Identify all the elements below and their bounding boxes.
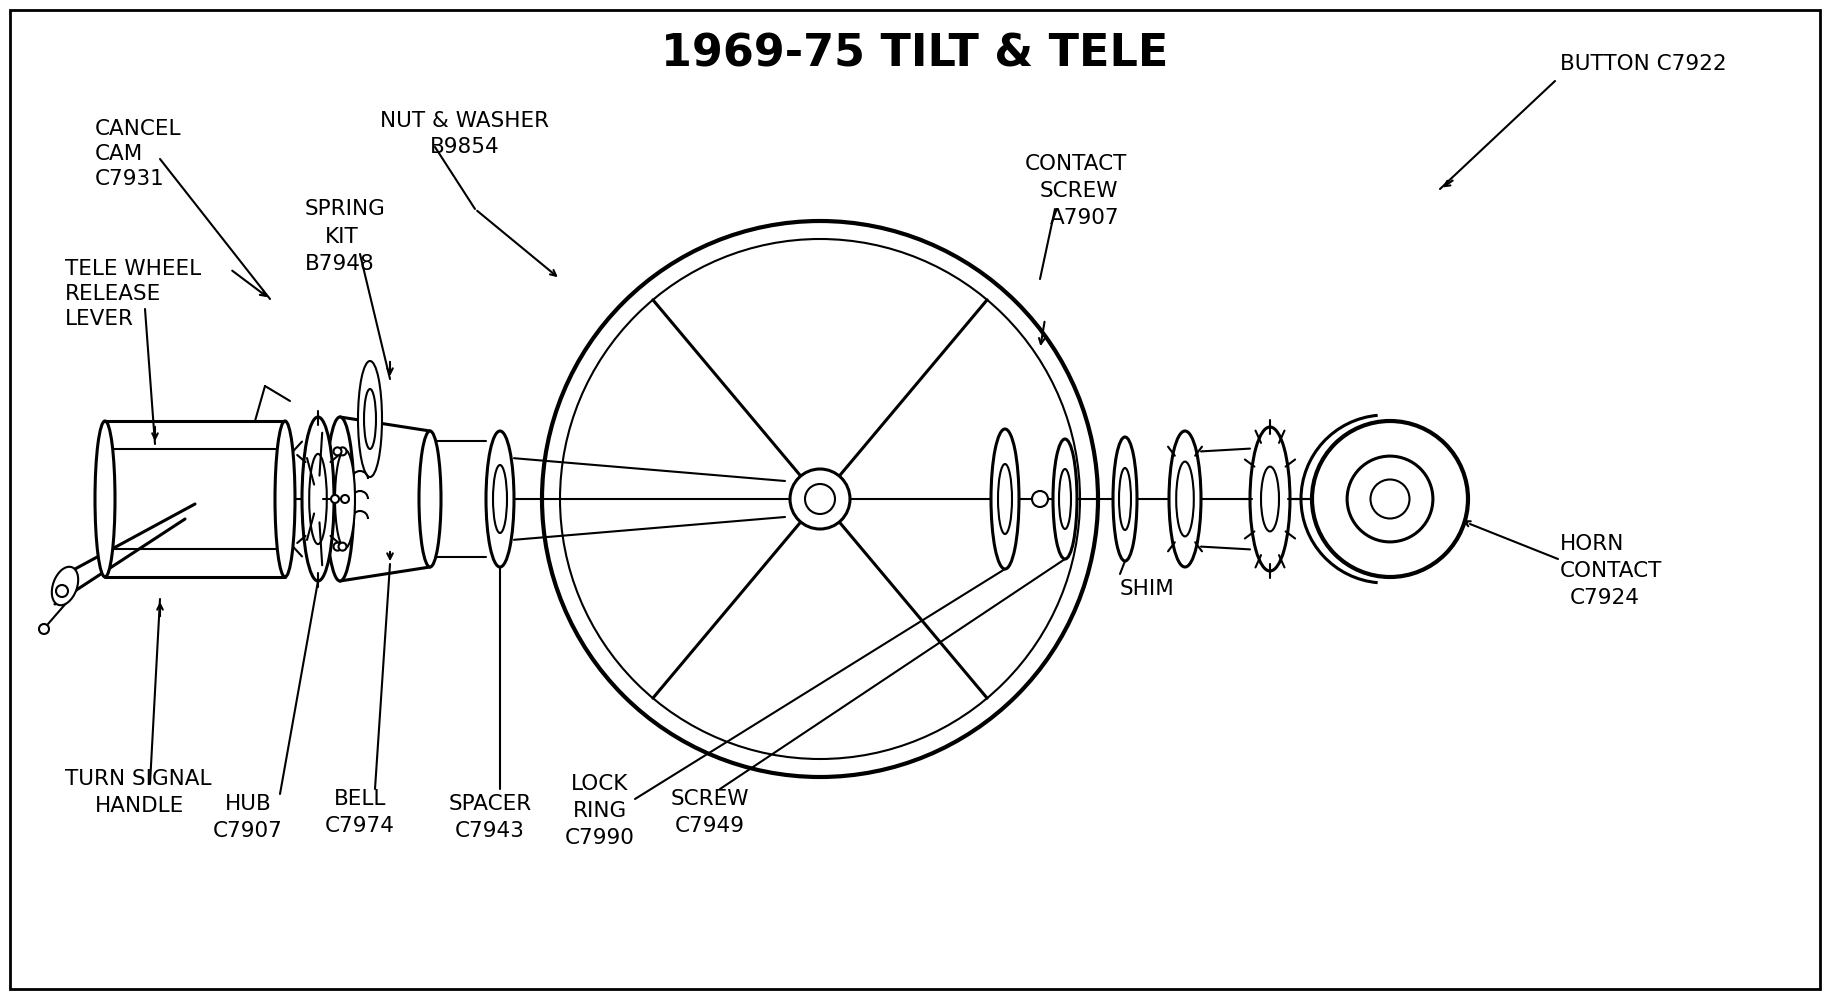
Text: C7949: C7949 [675,816,745,836]
Ellipse shape [302,417,335,581]
Ellipse shape [359,361,382,477]
Text: LOCK: LOCK [571,774,630,794]
Circle shape [331,495,339,503]
Circle shape [339,448,346,456]
Circle shape [1371,480,1409,518]
Text: CAM: CAM [95,144,143,164]
Ellipse shape [487,431,514,567]
Circle shape [1032,491,1049,507]
Text: RING: RING [573,801,628,821]
Ellipse shape [364,389,375,449]
Ellipse shape [1250,427,1290,571]
Ellipse shape [1113,437,1136,561]
Ellipse shape [309,454,328,544]
Circle shape [1312,421,1468,577]
Ellipse shape [1169,431,1200,567]
Circle shape [57,585,68,597]
Text: TURN SIGNAL: TURN SIGNAL [66,769,212,789]
Text: HORN: HORN [1559,534,1625,554]
Text: B7948: B7948 [306,254,375,274]
Text: RELEASE: RELEASE [66,284,161,304]
Ellipse shape [335,450,355,548]
Ellipse shape [492,465,507,533]
Circle shape [1347,457,1433,541]
Text: C7974: C7974 [326,816,395,836]
Text: TELE WHEEL: TELE WHEEL [66,259,201,279]
Ellipse shape [51,566,79,605]
Text: C7924: C7924 [1570,588,1640,608]
Ellipse shape [1261,467,1279,531]
Text: HANDLE: HANDLE [95,796,185,816]
Text: LEVER: LEVER [66,309,134,329]
Text: SPACER: SPACER [448,794,533,814]
Ellipse shape [1177,462,1193,536]
Circle shape [791,469,849,529]
Circle shape [542,221,1098,777]
Text: C7990: C7990 [565,828,635,848]
Ellipse shape [95,421,115,577]
Text: BELL: BELL [333,789,386,809]
Text: A7907: A7907 [1050,208,1120,228]
Circle shape [339,542,346,550]
Circle shape [340,495,350,503]
Text: SPRING: SPRING [306,199,386,219]
Text: KIT: KIT [326,227,359,247]
Text: CONTACT: CONTACT [1559,561,1662,581]
Text: BUTTON C7922: BUTTON C7922 [1559,54,1728,74]
Circle shape [333,448,342,456]
Ellipse shape [274,421,295,577]
Text: B9854: B9854 [430,137,500,157]
Text: NUT & WASHER: NUT & WASHER [381,111,549,131]
Ellipse shape [419,431,441,567]
Circle shape [333,542,342,550]
Text: SHIM: SHIM [1120,579,1175,599]
Ellipse shape [1060,469,1071,529]
Circle shape [38,624,49,634]
Text: CONTACT: CONTACT [1025,154,1127,174]
Text: SCREW: SCREW [672,789,748,809]
Circle shape [805,484,834,514]
Ellipse shape [992,429,1019,569]
Ellipse shape [997,464,1012,534]
Text: CANCEL: CANCEL [95,119,181,139]
Text: C7931: C7931 [95,169,165,189]
Ellipse shape [1118,468,1131,530]
Text: HUB: HUB [225,794,271,814]
Text: C7907: C7907 [212,821,284,841]
Text: 1969-75 TILT & TELE: 1969-75 TILT & TELE [661,33,1169,76]
Ellipse shape [1052,439,1078,559]
Text: SCREW: SCREW [1039,181,1118,201]
Text: C7943: C7943 [456,821,525,841]
Ellipse shape [326,417,353,581]
